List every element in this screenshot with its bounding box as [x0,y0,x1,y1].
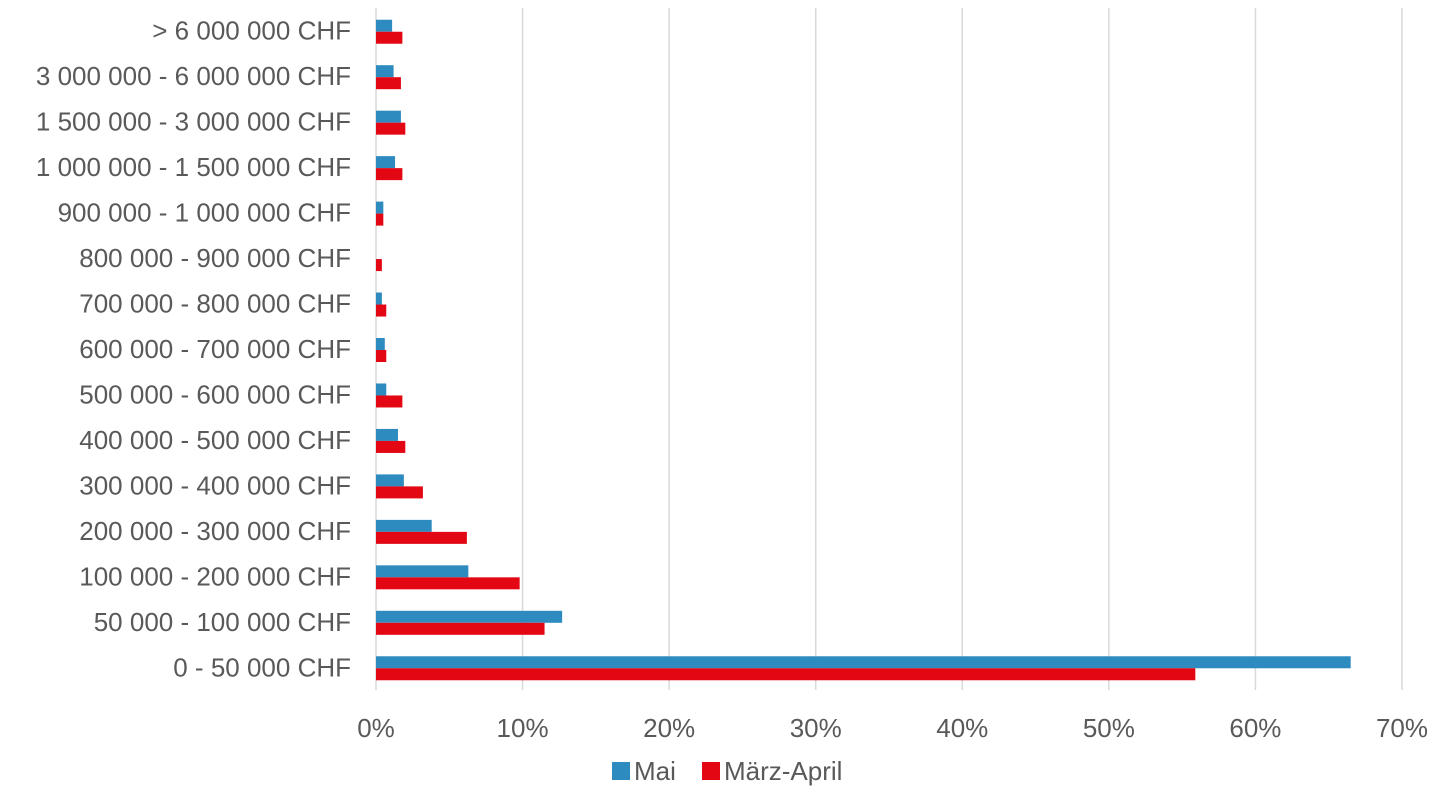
category-label: 500 000 - 600 000 CHF [79,379,351,409]
category-label: 50 000 - 100 000 CHF [94,607,351,637]
bar-maerz-april [376,259,382,272]
legend-swatch-maerz-april [702,762,720,780]
bar-mai [376,338,385,350]
bar-mai [376,201,384,214]
bar-maerz-april [376,531,467,544]
bar-mai [376,428,398,441]
bar-mai [376,474,404,487]
category-label: 700 000 - 800 000 CHF [79,289,351,319]
bar-mai [376,656,1351,669]
category-label: 0 - 50 000 CHF [173,652,351,682]
bars [376,19,1351,681]
bar-maerz-april [376,213,384,226]
legend-label-mai: Mai [634,756,676,786]
legend-label-maerz-april: März-April [724,756,842,786]
bar-mai [376,110,401,123]
bar-mai [376,292,382,305]
bar-mai [376,156,396,169]
bar-maerz-april [376,395,403,408]
x-tick-label: 20% [643,713,695,743]
category-label: 200 000 - 300 000 CHF [79,516,351,546]
x-tick-label: 30% [790,713,842,743]
legend-swatch-mai [612,762,630,780]
gridlines [375,8,1403,690]
category-label: 100 000 - 200 000 CHF [79,561,351,591]
bar-maerz-april [376,31,403,44]
bar-mai [376,65,394,78]
bar-maerz-april [376,350,387,362]
x-tick-label: 50% [1083,713,1135,743]
category-label: 3 000 000 - 6 000 000 CHF [36,61,351,91]
category-label: 300 000 - 400 000 CHF [79,470,351,500]
bar-maerz-april [376,304,387,317]
bar-maerz-april [376,486,423,499]
x-tick-label: 60% [1229,713,1281,743]
bar-maerz-april [376,622,545,635]
bar-maerz-april [376,440,406,453]
x-tick-labels: 0% 10% 20% 30% 40% 50% 60% 70% [357,713,1428,743]
bar-maerz-april [376,77,401,90]
category-label: 800 000 - 900 000 CHF [79,243,351,273]
category-label: 900 000 - 1 000 000 CHF [58,198,351,228]
bar-mai [376,610,563,623]
bar-mai [376,519,432,532]
category-label: 600 000 - 700 000 CHF [79,334,351,364]
x-tick-label: 70% [1376,713,1428,743]
category-label: 400 000 - 500 000 CHF [79,425,351,455]
bar-maerz-april [376,168,403,181]
bar-mai [376,19,393,32]
bar-maerz-april [376,122,406,135]
bar-mai [376,383,387,396]
x-tick-label: 10% [497,713,549,743]
bar-maerz-april [376,577,520,590]
category-label: > 6 000 000 CHF [152,16,351,46]
category-labels: 0 - 50 000 CHF 50 000 - 100 000 CHF 100 00… [36,16,351,683]
category-label: 1 000 000 - 1 500 000 CHF [36,152,351,182]
legend: Mai März-April [612,756,842,786]
x-tick-label: 0% [357,713,395,743]
bar-mai [376,565,469,578]
x-tick-label: 40% [936,713,988,743]
category-label: 1 500 000 - 3 000 000 CHF [36,107,351,137]
bar-maerz-april [376,668,1196,681]
